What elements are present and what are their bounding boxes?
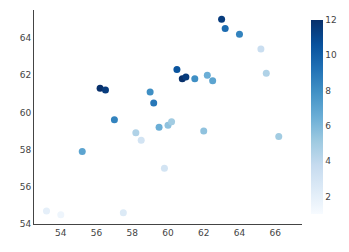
svg-text:62: 62	[198, 228, 209, 238]
svg-text:54: 54	[55, 228, 67, 238]
svg-text:10: 10	[325, 50, 337, 60]
svg-text:12: 12	[325, 15, 336, 25]
svg-text:4: 4	[325, 156, 331, 166]
svg-text:60: 60	[20, 108, 32, 118]
svg-text:2: 2	[325, 192, 331, 202]
svg-text:66: 66	[269, 228, 281, 238]
svg-text:60: 60	[162, 228, 174, 238]
svg-text:54: 54	[20, 219, 32, 229]
svg-text:58: 58	[127, 228, 139, 238]
svg-text:62: 62	[20, 70, 31, 80]
svg-text:58: 58	[20, 145, 32, 155]
svg-text:8: 8	[325, 86, 331, 96]
svg-text:56: 56	[20, 182, 32, 192]
svg-text:6: 6	[325, 121, 331, 131]
svg-text:64: 64	[20, 33, 32, 43]
svg-text:64: 64	[234, 228, 246, 238]
svg-text:56: 56	[91, 228, 103, 238]
